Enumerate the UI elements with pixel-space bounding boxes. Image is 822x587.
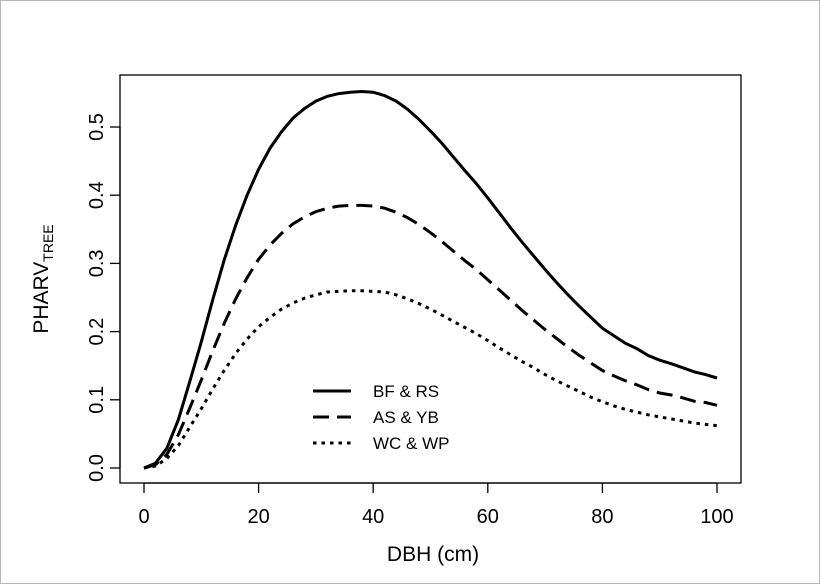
series-layer (143, 89, 718, 470)
y-tick-label: 0.4 (86, 181, 108, 209)
y-axis-title: PHARVTREE (30, 224, 56, 333)
x-axis-title: DBH (cm) (387, 543, 479, 566)
series-line-3 (143, 289, 718, 470)
y-tick-label: 0.5 (86, 113, 108, 141)
legend-label: BF & RS (373, 382, 439, 401)
legend-item: BF & RS (313, 382, 439, 401)
y-tick-label: 0.1 (86, 386, 108, 414)
x-axis: 0 20 40 60 80 100 (138, 482, 734, 528)
y-tick-label: 0.3 (86, 249, 108, 277)
legend-label: WC & WP (373, 434, 450, 453)
x-tick-label: 60 (477, 506, 499, 528)
x-tick-label: 80 (591, 506, 613, 528)
y-tick-label: 0.0 (86, 454, 108, 482)
series-line-2 (143, 203, 718, 470)
legend-item: WC & WP (313, 434, 450, 453)
y-axis-title-subscript: TREE (40, 224, 56, 261)
legend-item: AS & YB (313, 408, 439, 427)
x-tick-label: 0 (138, 506, 149, 528)
legend: BF & RS AS & YB WC & WP (313, 382, 450, 453)
y-tick-label: 0.2 (86, 318, 108, 346)
x-tick-label: 40 (362, 506, 384, 528)
y-axis-title-main: PHARV (30, 262, 53, 334)
x-tick-label: 100 (700, 506, 733, 528)
legend-label: AS & YB (373, 408, 439, 427)
x-tick-label: 20 (247, 506, 269, 528)
y-axis: 0.0 0.1 0.2 0.3 0.4 0.5 (86, 113, 121, 482)
series-line-1 (143, 89, 718, 470)
